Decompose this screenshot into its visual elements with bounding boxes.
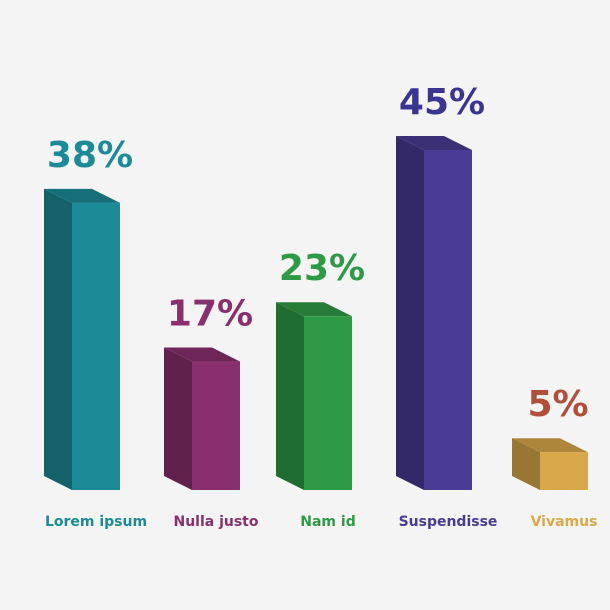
bar-front: [540, 452, 588, 490]
bar-top: [164, 347, 240, 362]
bar: [276, 302, 352, 490]
value-label: 17%: [167, 294, 253, 335]
x-tick-label: Suspendisse: [399, 514, 498, 530]
bar-side: [164, 347, 192, 490]
value-label: 38%: [47, 135, 133, 176]
bar: [512, 438, 588, 490]
bar-top: [396, 136, 472, 150]
value-label: 23%: [279, 248, 365, 289]
bar-front: [424, 150, 472, 490]
x-tick-label: Nam id: [300, 514, 355, 530]
bar-side: [44, 188, 72, 490]
x-tick-label: Vivamus: [531, 514, 598, 530]
bar-top: [512, 438, 588, 453]
bar-front: [72, 202, 120, 490]
bar: [396, 136, 472, 490]
value-label: 5%: [527, 384, 588, 425]
x-tick-label: Lorem ipsum: [45, 514, 147, 530]
bar: [164, 347, 240, 490]
bar-front: [304, 316, 352, 490]
bar-side: [276, 302, 304, 490]
bar-side: [512, 438, 540, 490]
value-label: 45%: [399, 82, 485, 123]
bar-side: [396, 136, 424, 490]
bar-top: [44, 188, 120, 203]
x-tick-label: Nulla justo: [173, 514, 258, 530]
bar-front: [192, 361, 240, 490]
bar-top: [276, 302, 352, 317]
bar: [44, 188, 120, 490]
